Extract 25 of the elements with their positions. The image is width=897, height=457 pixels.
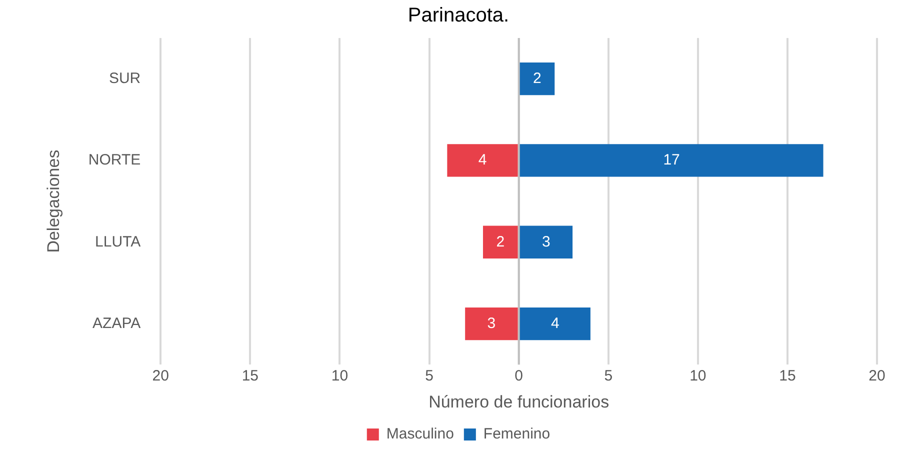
- x-tick-label: 10: [690, 368, 706, 385]
- y-tick-label: NORTE: [88, 152, 141, 169]
- data-label: 4: [478, 152, 487, 169]
- data-label: 2: [496, 233, 505, 250]
- data-label: 2: [533, 70, 542, 87]
- x-tick-label: 15: [242, 368, 259, 385]
- x-tick-label: 20: [868, 368, 886, 385]
- data-label: 3: [542, 233, 550, 250]
- y-tick-label: AZAPA: [92, 314, 141, 332]
- y-tick-label: SUR: [108, 70, 141, 87]
- data-label: 4: [550, 314, 560, 332]
- x-tick-label: 5: [604, 368, 613, 385]
- x-tick-label: 20: [152, 368, 169, 385]
- x-tick-label: 5: [425, 368, 434, 385]
- data-label: 17: [663, 152, 680, 169]
- x-tick-label: 15: [779, 368, 796, 385]
- x-tick-label: 0: [514, 368, 523, 385]
- legend-label: Femenino: [483, 426, 550, 443]
- data-label: 3: [487, 314, 496, 332]
- x-tick-label: 10: [331, 368, 348, 385]
- x-axis-title: Número de funcionarios: [428, 392, 610, 412]
- legend-label: Masculino: [386, 426, 454, 443]
- y-axis-title: Delegaciones: [44, 150, 63, 253]
- chart-title: Parinacota.: [408, 4, 510, 27]
- y-tick-label: LLUTA: [95, 233, 141, 250]
